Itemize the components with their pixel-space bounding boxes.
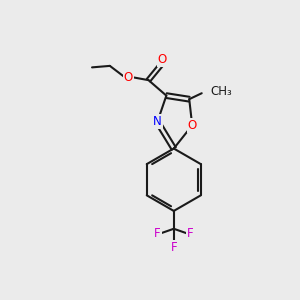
Text: O: O	[188, 119, 197, 132]
Text: F: F	[170, 241, 177, 254]
Text: F: F	[154, 227, 161, 240]
Text: F: F	[187, 227, 194, 240]
Text: N: N	[153, 115, 162, 128]
Text: O: O	[124, 71, 133, 84]
Text: O: O	[158, 53, 167, 66]
Text: CH₃: CH₃	[210, 85, 232, 98]
